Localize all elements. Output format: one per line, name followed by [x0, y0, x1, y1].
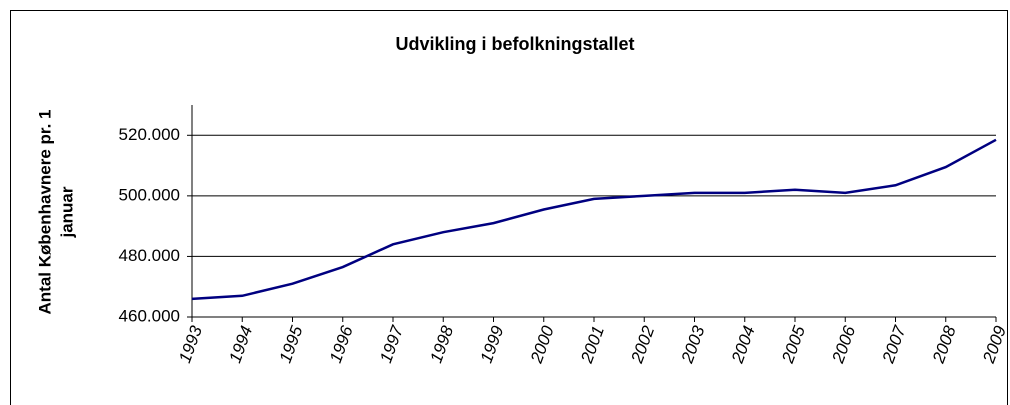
y-label-line: Antal Københavnere pr. 1: [35, 110, 54, 315]
chart-title: Udvikling i befolkningstallet: [395, 34, 634, 54]
y-tick-label: 480.000: [119, 246, 180, 265]
y-tick-label: 500.000: [119, 185, 180, 204]
data-line: [191, 138, 997, 301]
chart-frame: [10, 10, 1008, 405]
y-axis-label: Antal Københavnere pr. 1 januar: [35, 110, 76, 315]
y-tick-label: 460.000: [119, 306, 180, 325]
y-label-line: januar: [57, 186, 76, 238]
y-tick-label: 520.000: [119, 125, 180, 144]
